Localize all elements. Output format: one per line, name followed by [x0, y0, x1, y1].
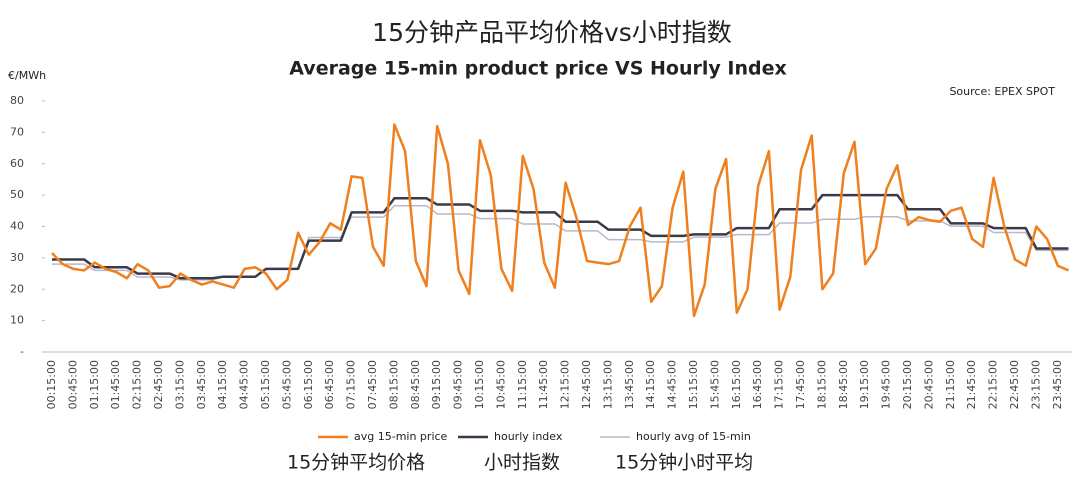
x-tick-label: 14:45:00 [666, 360, 679, 409]
x-tick-label: 00:15:00 [45, 360, 58, 409]
x-tick-label: 09:15:00 [430, 360, 443, 409]
x-tick-label: 13:15:00 [601, 360, 614, 409]
x-tick-label: 04:15:00 [216, 360, 229, 409]
x-tick-label: 03:45:00 [195, 360, 208, 409]
x-tick-label: 01:15:00 [88, 360, 101, 409]
y-tick-label: 30 [10, 251, 24, 264]
x-tick-label: 05:45:00 [280, 360, 293, 409]
x-tick-label: 03:15:00 [173, 360, 186, 409]
y-tick-label: 10 [10, 314, 24, 327]
x-tick-label: 18:15:00 [815, 360, 828, 409]
x-tick-label: 15:15:00 [687, 360, 700, 409]
x-tick-label: 09:45:00 [452, 360, 465, 409]
x-tick-label: 17:45:00 [794, 360, 807, 409]
x-tick-label: 11:45:00 [537, 360, 550, 409]
caption: 15分钟平均价格 [287, 452, 425, 474]
chart-subtitle: Average 15-min product price VS Hourly I… [289, 58, 786, 80]
x-tick-label: 07:15:00 [345, 360, 358, 409]
x-tick-label: 21:15:00 [944, 360, 957, 409]
x-tick-label: 16:45:00 [751, 360, 764, 409]
x-tick-label: 19:45:00 [880, 360, 893, 409]
x-tick-label: 05:15:00 [259, 360, 272, 409]
y-tick-label: 50 [10, 188, 24, 201]
x-tick-label: 11:15:00 [516, 360, 529, 409]
x-tick-label: 00:45:00 [66, 360, 79, 409]
x-tick-label: 02:45:00 [152, 360, 165, 409]
x-tick-label: 15:45:00 [708, 360, 721, 409]
x-tick-label: 10:15:00 [473, 360, 486, 409]
y-tick-label: 20 [10, 282, 24, 295]
x-tick-label: 06:15:00 [302, 360, 315, 409]
x-tick-label: 01:45:00 [109, 360, 122, 409]
x-tick-label: 20:45:00 [922, 360, 935, 409]
x-tick-label: 10:45:00 [494, 360, 507, 409]
x-tick-label: 16:15:00 [730, 360, 743, 409]
caption: 15分钟小时平均 [615, 452, 753, 474]
y-tick-label: 80 [10, 94, 24, 107]
x-tick-label: 04:45:00 [238, 360, 251, 409]
x-tick-label: 13:45:00 [623, 360, 636, 409]
legend-label: hourly avg of 15-min [636, 430, 751, 443]
x-tick-label: 07:45:00 [366, 360, 379, 409]
y-tick-label: 40 [10, 220, 24, 233]
x-tick-label: 08:15:00 [387, 360, 400, 409]
caption: 小时指数 [484, 452, 560, 474]
x-tick-label: 23:45:00 [1051, 360, 1064, 409]
x-tick-label: 19:15:00 [858, 360, 871, 409]
x-tick-label: 12:45:00 [580, 360, 593, 409]
x-tick-label: 22:45:00 [1008, 360, 1021, 409]
legend-label: avg 15-min price [354, 430, 448, 443]
x-tick-label: 22:15:00 [987, 360, 1000, 409]
y-tick-label: - [20, 345, 24, 358]
series-line [51, 123, 1070, 318]
source: Source: EPEX SPOT [949, 85, 1055, 98]
x-tick-label: 08:45:00 [409, 360, 422, 409]
x-tick-label: 17:15:00 [773, 360, 786, 409]
x-tick-label: 14:15:00 [644, 360, 657, 409]
y-tick-label: 70 [10, 125, 24, 138]
chart-title: 15分钟产品平均价格vs小时指数 [372, 18, 732, 47]
x-tick-label: 02:15:00 [131, 360, 144, 409]
x-tick-label: 18:45:00 [837, 360, 850, 409]
x-tick-label: 12:15:00 [559, 360, 572, 409]
x-tick-label: 20:15:00 [901, 360, 914, 409]
x-tick-label: 21:45:00 [965, 360, 978, 409]
series-line [52, 193, 1069, 280]
x-tick-label: 23:15:00 [1029, 360, 1042, 409]
x-tick-label: 06:45:00 [323, 360, 336, 409]
y-tick-label: 60 [10, 157, 24, 170]
y-axis-label: €/MWh [8, 69, 46, 82]
legend-label: hourly index [494, 430, 563, 443]
